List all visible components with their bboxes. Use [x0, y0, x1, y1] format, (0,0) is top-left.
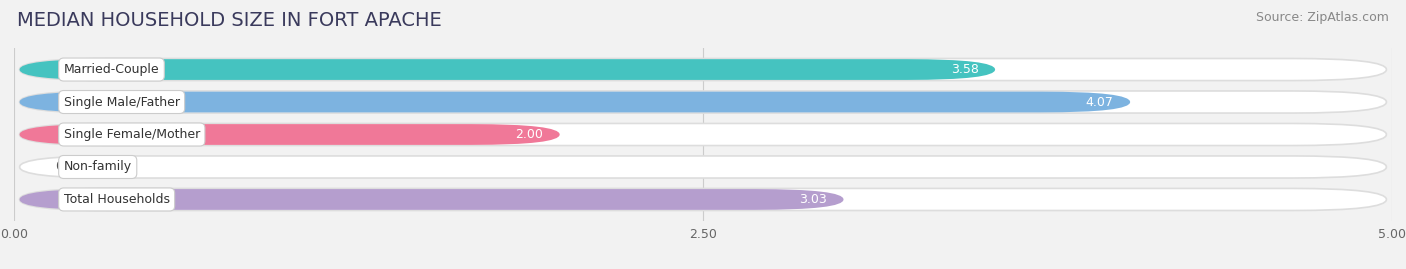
FancyBboxPatch shape [20, 156, 1386, 178]
Text: Non-family: Non-family [63, 161, 132, 174]
Text: 3.58: 3.58 [950, 63, 979, 76]
Text: Married-Couple: Married-Couple [63, 63, 159, 76]
Text: 3.03: 3.03 [799, 193, 827, 206]
Text: 0.00: 0.00 [55, 161, 83, 174]
FancyBboxPatch shape [20, 123, 1386, 146]
Text: Total Households: Total Households [63, 193, 170, 206]
FancyBboxPatch shape [20, 91, 1386, 113]
FancyBboxPatch shape [20, 188, 1386, 211]
Text: 2.00: 2.00 [515, 128, 543, 141]
FancyBboxPatch shape [20, 59, 995, 80]
FancyBboxPatch shape [20, 189, 844, 210]
Text: Single Female/Mother: Single Female/Mother [63, 128, 200, 141]
Text: MEDIAN HOUSEHOLD SIZE IN FORT APACHE: MEDIAN HOUSEHOLD SIZE IN FORT APACHE [17, 11, 441, 30]
Text: Single Male/Father: Single Male/Father [63, 95, 180, 108]
FancyBboxPatch shape [20, 124, 560, 145]
FancyBboxPatch shape [20, 92, 1130, 112]
FancyBboxPatch shape [20, 58, 1386, 81]
Text: 4.07: 4.07 [1085, 95, 1114, 108]
Text: Source: ZipAtlas.com: Source: ZipAtlas.com [1256, 11, 1389, 24]
